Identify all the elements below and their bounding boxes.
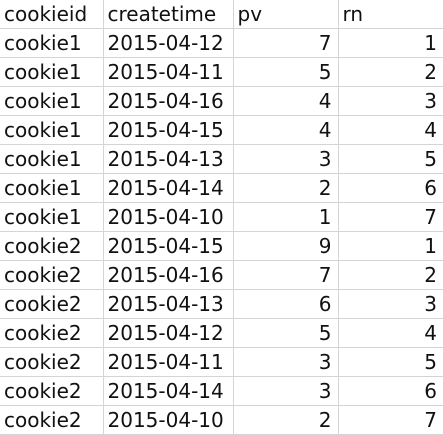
cell-pv[interactable]: 3 — [233, 376, 339, 406]
cell-rn[interactable]: 1 — [338, 231, 443, 261]
cell-createtime[interactable]: 2015-04-11 — [103, 57, 234, 87]
cell-pv[interactable]: 7 — [233, 260, 339, 290]
table-row: cookie1 2015-04-12 7 1 — [0, 28, 443, 58]
table-row: cookie2 2015-04-10 2 7 — [0, 405, 443, 435]
table-row: cookie1 2015-04-16 4 3 — [0, 86, 443, 116]
cell-pv[interactable]: 2 — [233, 405, 339, 435]
table-row: cookie2 2015-04-14 3 6 — [0, 376, 443, 406]
table-row: cookie2 2015-04-11 3 5 — [0, 347, 443, 377]
cell-createtime[interactable]: 2015-04-10 — [103, 405, 234, 435]
cell-rn[interactable]: 4 — [338, 318, 443, 348]
table-row: cookie2 2015-04-15 9 1 — [0, 231, 443, 261]
cell-pv[interactable]: 2 — [233, 173, 339, 203]
cell-pv[interactable]: 4 — [233, 115, 339, 145]
cell-createtime[interactable]: 2015-04-16 — [103, 260, 234, 290]
cell-createtime[interactable]: 2015-04-14 — [103, 173, 234, 203]
cell-pv[interactable]: 9 — [233, 231, 339, 261]
cell-rn[interactable]: 5 — [338, 347, 443, 377]
table-row: cookie2 2015-04-12 5 4 — [0, 318, 443, 348]
cell-createtime[interactable]: 2015-04-12 — [103, 318, 234, 348]
cell-createtime[interactable]: 2015-04-13 — [103, 289, 234, 319]
cell-rn[interactable]: 5 — [338, 144, 443, 174]
table-row: cookie1 2015-04-13 3 5 — [0, 144, 443, 174]
cell-createtime[interactable]: 2015-04-10 — [103, 202, 234, 232]
cell-createtime[interactable]: 2015-04-15 — [103, 115, 234, 145]
cell-pv[interactable]: 5 — [233, 57, 339, 87]
cell-cookieid[interactable]: cookie1 — [0, 144, 104, 174]
cell-cookieid[interactable]: cookie1 — [0, 202, 104, 232]
cell-pv[interactable]: 3 — [233, 144, 339, 174]
cell-cookieid[interactable]: cookie1 — [0, 115, 104, 145]
cell-createtime[interactable]: 2015-04-15 — [103, 231, 234, 261]
cell-createtime[interactable]: 2015-04-16 — [103, 86, 234, 116]
cell-cookieid[interactable]: cookie2 — [0, 318, 104, 348]
cell-rn[interactable]: 7 — [338, 202, 443, 232]
cell-pv[interactable]: 5 — [233, 318, 339, 348]
column-header-createtime[interactable]: createtime — [103, 0, 234, 29]
table-row: cookie1 2015-04-15 4 4 — [0, 115, 443, 145]
cell-pv[interactable]: 3 — [233, 347, 339, 377]
cell-createtime[interactable]: 2015-04-12 — [103, 28, 234, 58]
cell-createtime[interactable]: 2015-04-14 — [103, 376, 234, 406]
cell-cookieid[interactable]: cookie2 — [0, 289, 104, 319]
cell-rn[interactable]: 2 — [338, 260, 443, 290]
cell-rn[interactable]: 6 — [338, 376, 443, 406]
cell-cookieid[interactable]: cookie2 — [0, 260, 104, 290]
cell-cookieid[interactable]: cookie1 — [0, 173, 104, 203]
cell-createtime[interactable]: 2015-04-11 — [103, 347, 234, 377]
cell-cookieid[interactable]: cookie2 — [0, 405, 104, 435]
cell-pv[interactable]: 4 — [233, 86, 339, 116]
cell-pv[interactable]: 7 — [233, 28, 339, 58]
table-row: cookie1 2015-04-14 2 6 — [0, 173, 443, 203]
cell-rn[interactable]: 7 — [338, 405, 443, 435]
cell-cookieid[interactable]: cookie1 — [0, 86, 104, 116]
table-row: cookie1 2015-04-10 1 7 — [0, 202, 443, 232]
cell-rn[interactable]: 1 — [338, 28, 443, 58]
cell-pv[interactable]: 6 — [233, 289, 339, 319]
cell-rn[interactable]: 3 — [338, 289, 443, 319]
cell-cookieid[interactable]: cookie1 — [0, 57, 104, 87]
cell-rn[interactable]: 4 — [338, 115, 443, 145]
cell-cookieid[interactable]: cookie2 — [0, 376, 104, 406]
cell-rn[interactable]: 3 — [338, 86, 443, 116]
table-row: cookie2 2015-04-16 7 2 — [0, 260, 443, 290]
column-header-cookieid[interactable]: cookieid — [0, 0, 104, 29]
cell-cookieid[interactable]: cookie1 — [0, 28, 104, 58]
cell-rn[interactable]: 2 — [338, 57, 443, 87]
column-header-pv[interactable]: pv — [233, 0, 339, 29]
table-body: cookie1 2015-04-12 7 1 cookie1 2015-04-11 5 2 co… — [0, 28, 443, 435]
table-row: cookie2 2015-04-13 6 3 — [0, 289, 443, 319]
cell-cookieid[interactable]: cookie2 — [0, 231, 104, 261]
header-row: cookieid createtime pv rn — [0, 0, 443, 29]
table-row: cookie1 2015-04-11 5 2 — [0, 57, 443, 87]
cell-rn[interactable]: 6 — [338, 173, 443, 203]
column-header-rn[interactable]: rn — [338, 0, 443, 29]
cell-pv[interactable]: 1 — [233, 202, 339, 232]
cell-createtime[interactable]: 2015-04-13 — [103, 144, 234, 174]
cell-cookieid[interactable]: cookie2 — [0, 347, 104, 377]
